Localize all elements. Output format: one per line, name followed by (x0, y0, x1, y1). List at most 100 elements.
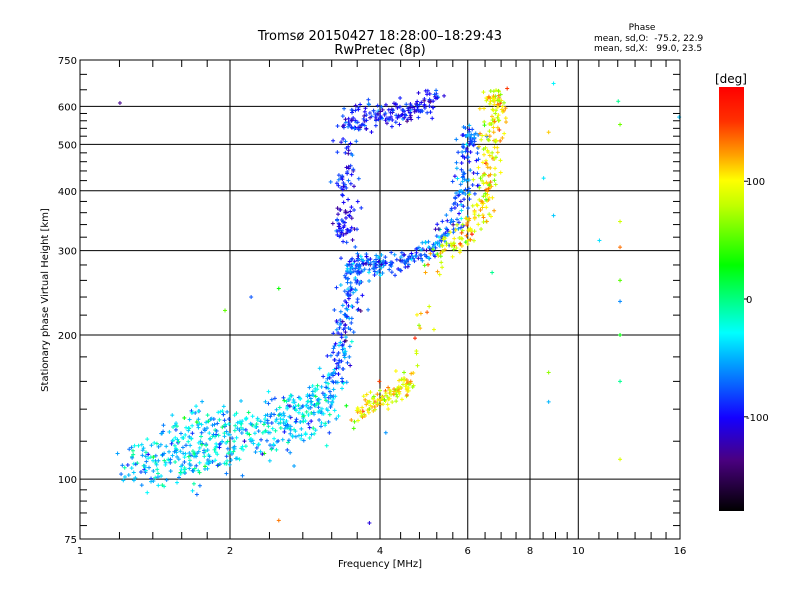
data-point (411, 383, 416, 388)
data-point (259, 437, 264, 442)
data-point (472, 212, 477, 217)
data-point (143, 450, 148, 455)
data-point (362, 113, 367, 118)
data-point (234, 411, 239, 416)
data-point (231, 445, 236, 450)
data-point (315, 383, 320, 388)
data-point (162, 451, 167, 456)
data-point (360, 122, 365, 127)
x-tick-label: 10 (572, 546, 585, 557)
data-point (269, 411, 274, 416)
data-point (194, 454, 199, 459)
data-point (274, 407, 279, 412)
stats-o-line: mean, sd,O: -75.2, 22.9 (594, 34, 704, 44)
data-point (351, 269, 356, 274)
data-point (496, 93, 501, 98)
data-point (493, 155, 498, 160)
data-point (423, 240, 428, 245)
data-point (346, 289, 351, 294)
data-point (232, 446, 237, 451)
data-point (156, 475, 161, 480)
data-point (317, 409, 322, 414)
x-tick-labels: 1 2 4 6 8 10 16 (77, 546, 687, 557)
data-point (393, 369, 398, 374)
data-point (376, 111, 381, 116)
data-point (212, 422, 217, 427)
data-point (207, 431, 212, 436)
data-point (465, 221, 470, 226)
data-point (460, 175, 465, 180)
y-tick-label: 600 (58, 102, 77, 113)
data-point (175, 454, 180, 459)
data-point (215, 452, 220, 457)
data-point (344, 380, 349, 385)
data-point (427, 246, 432, 251)
data-point (425, 310, 430, 315)
data-point (467, 127, 472, 132)
data-point (375, 398, 380, 403)
data-point (618, 122, 623, 127)
data-point (296, 403, 301, 408)
data-point (342, 352, 347, 357)
data-point (331, 350, 336, 355)
data-point (433, 245, 438, 250)
data-point (225, 439, 230, 444)
data-point (148, 455, 153, 460)
data-point (173, 459, 178, 464)
data-point (397, 114, 402, 119)
data-point (281, 395, 286, 400)
data-point (310, 392, 315, 397)
data-point (333, 380, 338, 385)
data-point (355, 271, 360, 276)
data-point (457, 250, 462, 255)
data-point (404, 259, 409, 264)
data-point (415, 99, 420, 104)
data-point (498, 158, 503, 163)
data-point (399, 397, 404, 402)
data-point (306, 412, 311, 417)
data-point (487, 153, 492, 158)
data-point (491, 117, 496, 122)
data-point (451, 219, 456, 224)
data-point (344, 315, 349, 320)
data-point (192, 454, 197, 459)
data-point (427, 97, 432, 102)
data-point (224, 471, 229, 476)
data-point (349, 418, 354, 423)
data-point (460, 222, 465, 227)
data-point (293, 404, 298, 409)
data-point (214, 432, 219, 437)
data-point (414, 101, 419, 106)
data-point (463, 126, 468, 131)
data-point (440, 244, 445, 249)
data-point (461, 204, 466, 209)
data-point (346, 287, 351, 292)
data-point (479, 227, 484, 232)
data-point (336, 372, 341, 377)
data-point (402, 370, 407, 375)
data-point (344, 231, 349, 236)
data-point (416, 115, 421, 120)
data-point (485, 165, 490, 170)
data-point (375, 401, 380, 406)
data-point (356, 127, 361, 132)
data-point (345, 280, 350, 285)
data-point (500, 104, 505, 109)
data-point (234, 435, 239, 440)
data-point (331, 370, 336, 375)
y-tick-label: 750 (58, 56, 77, 67)
data-point (330, 371, 335, 376)
data-point (286, 438, 291, 443)
data-point (174, 424, 179, 429)
data-point (505, 86, 510, 91)
data-point (465, 238, 470, 243)
data-point (255, 418, 260, 423)
data-point (325, 353, 330, 358)
data-point (217, 417, 222, 422)
data-point (240, 419, 245, 424)
data-point (335, 218, 340, 223)
data-point (459, 236, 464, 241)
data-point (466, 186, 471, 191)
data-point (356, 107, 361, 112)
data-point (343, 323, 348, 328)
